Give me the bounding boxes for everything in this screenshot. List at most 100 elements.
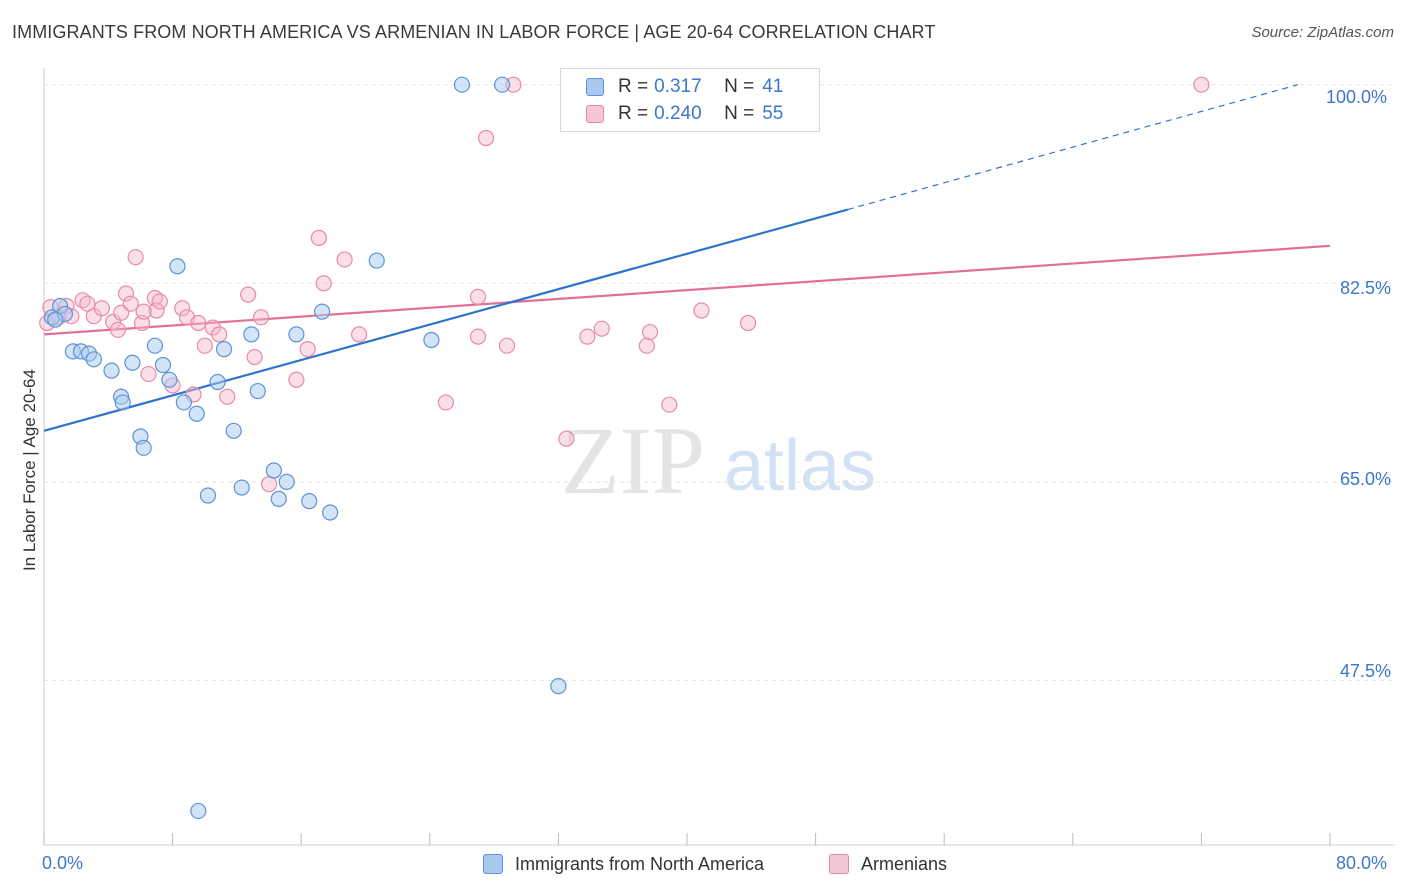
legend-n-value: 41 (762, 76, 784, 97)
point-armenians (315, 275, 332, 292)
point-north-america (368, 252, 385, 269)
point-armenians (190, 314, 207, 332)
trend-lines (43, 84, 1331, 432)
point-armenians (336, 251, 353, 268)
point-armenians (148, 302, 165, 319)
point-north-america (154, 356, 172, 374)
point-armenians (240, 286, 257, 303)
point-armenians (109, 321, 127, 338)
point-north-america (114, 394, 131, 411)
legend-r-value: 0.317 (654, 76, 702, 97)
chart-title: IMMIGRANTS FROM NORTH AMERICA VS ARMENIA… (12, 22, 936, 42)
point-north-america (103, 362, 120, 379)
bottom-legend-armenians[interactable]: Armenians (829, 852, 947, 876)
axes (43, 68, 1395, 846)
point-armenians (79, 295, 96, 312)
point-armenians (310, 229, 327, 246)
point-armenians (469, 328, 487, 345)
y-tick-47-5: 47.5% (1340, 661, 1392, 681)
point-north-america (288, 326, 305, 343)
point-north-america (199, 487, 217, 504)
point-armenians (437, 394, 454, 411)
bottom-legend-label: Armenians (861, 853, 948, 874)
point-north-america (175, 394, 192, 411)
data-points (39, 76, 1210, 820)
point-north-america (225, 422, 242, 439)
legend-swatch-blue (586, 78, 604, 96)
point-armenians (252, 309, 270, 326)
point-north-america (270, 490, 287, 507)
point-armenians (196, 337, 213, 354)
point-north-america (188, 405, 205, 422)
point-armenians (260, 476, 278, 493)
legend-r-label: R = (618, 76, 649, 97)
x-tick-min: 0.0% (42, 853, 84, 873)
point-north-america (313, 303, 331, 320)
point-armenians (638, 337, 655, 354)
point-north-america (47, 311, 64, 328)
y-tick-65: 65.0% (1340, 469, 1392, 489)
x-tick-max: 80.0% (1336, 853, 1388, 873)
point-armenians (140, 365, 157, 383)
point-armenians (135, 303, 152, 320)
legend-n-label: N = (724, 76, 755, 97)
bottom-legend-swatch-blue (483, 854, 503, 874)
point-north-america (124, 354, 141, 371)
point-north-america (423, 331, 440, 349)
y-tick-100: 100.0% (1326, 87, 1388, 107)
point-north-america (265, 462, 282, 479)
point-north-america (550, 678, 567, 695)
point-armenians (288, 371, 305, 388)
point-north-america (233, 479, 250, 496)
point-armenians (174, 300, 191, 317)
point-armenians (641, 323, 659, 341)
legend-row-armenians: R = 0.240 N = 55 (586, 102, 783, 126)
point-armenians (661, 396, 678, 413)
point-armenians (211, 326, 228, 343)
point-armenians (299, 341, 316, 358)
point-north-america (146, 337, 164, 354)
point-armenians (579, 328, 596, 345)
point-armenians (105, 313, 122, 330)
legend-swatch-pink (586, 105, 604, 123)
point-armenians (477, 129, 495, 147)
point-armenians (246, 348, 263, 366)
point-north-america (453, 76, 471, 93)
point-north-america (301, 493, 318, 510)
stats-legend: R = 0.317 N = 41 R = 0.240 N = 55 (560, 68, 820, 132)
point-north-america (85, 351, 102, 368)
point-north-america (161, 371, 178, 388)
point-armenians (117, 285, 135, 302)
point-armenians (498, 337, 516, 354)
point-north-america (243, 326, 260, 343)
point-armenians (693, 302, 710, 319)
watermark-zip: ZIP (561, 407, 705, 514)
point-north-america (494, 76, 511, 93)
point-armenians (593, 320, 610, 337)
watermark-atlas: atlas (724, 426, 876, 506)
point-north-america (215, 341, 233, 358)
source-note: Source: ZipAtlas.com (1251, 24, 1394, 41)
point-north-america (209, 373, 226, 391)
point-armenians (204, 319, 221, 336)
point-armenians (93, 300, 110, 317)
y-axis-label: In Labor Force | Age 20-64 (20, 369, 39, 571)
point-north-america (135, 439, 152, 456)
point-armenians (469, 288, 487, 305)
bottom-legend-swatch-pink (829, 854, 849, 874)
legend-r-value: 0.240 (654, 103, 702, 124)
legend-row-north-america: R = 0.317 N = 41 (586, 75, 783, 99)
point-armenians (219, 388, 236, 405)
point-armenians (739, 314, 757, 332)
trend-line-north-america-extension (847, 84, 1299, 211)
point-armenians (350, 326, 368, 343)
trend-line-north-america (43, 208, 849, 432)
grid (44, 84, 1395, 681)
point-north-america (169, 258, 186, 275)
legend-n-label: N = (724, 103, 755, 124)
bottom-legend-north-america[interactable]: Immigrants from North America (483, 852, 764, 876)
bottom-legend-label: Immigrants from North America (515, 853, 765, 874)
legend-n-value: 55 (762, 103, 784, 124)
trend-line-armenians (43, 244, 1331, 336)
